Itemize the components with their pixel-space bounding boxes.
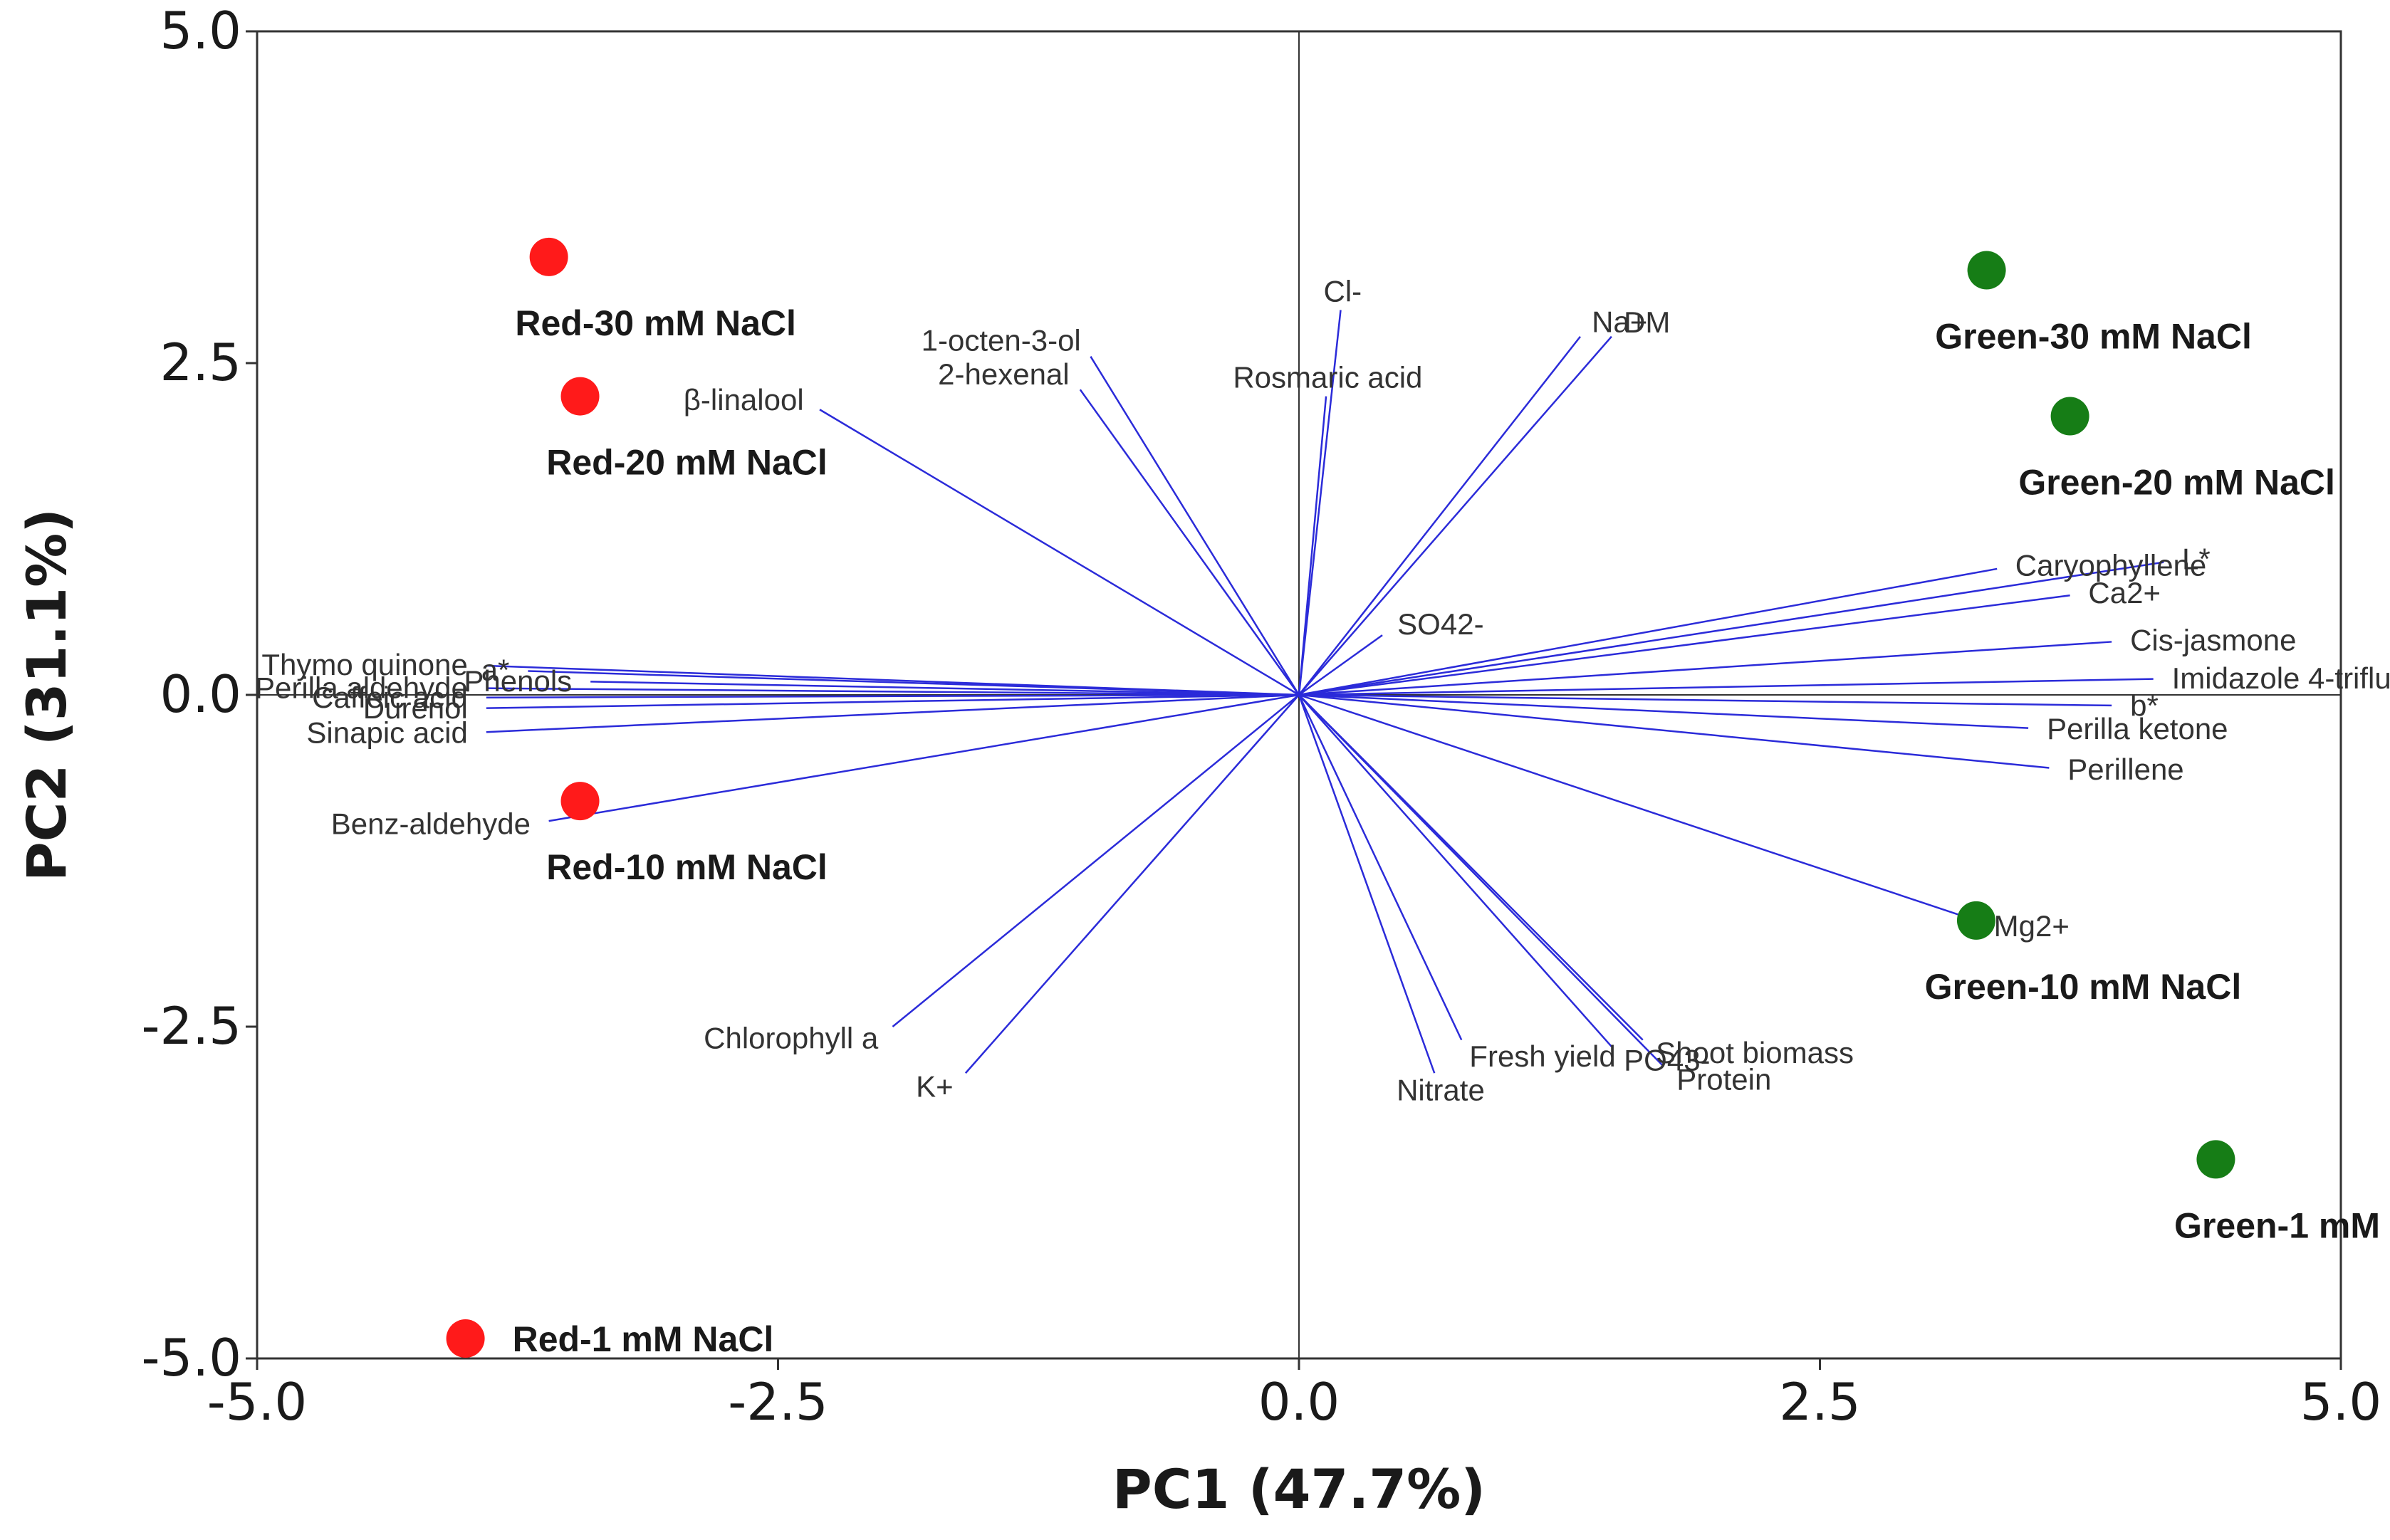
loading-vector xyxy=(1298,567,1998,696)
loading-vector xyxy=(1298,634,1383,696)
sample-point xyxy=(560,782,600,821)
loading-label: Nitrate xyxy=(1397,1074,1485,1107)
loading-label: Imidazole 4-trifluoroacetyl xyxy=(2172,661,2390,695)
loading-vector xyxy=(1298,694,1463,1041)
loading-vector xyxy=(1298,335,1612,696)
loading-vector xyxy=(1298,396,1327,696)
loading-vector xyxy=(1298,693,2112,707)
loading-vector xyxy=(590,681,1300,696)
loading-vector xyxy=(486,693,1300,709)
sample-label: Red-30 mM NaCl xyxy=(515,303,796,343)
loading-label: a* xyxy=(481,654,510,687)
x-tick-label: 5.0 xyxy=(2300,1372,2382,1432)
y-axis-title: PC2 (31.1%) xyxy=(15,508,78,881)
loading-label: Caffeic acid xyxy=(312,681,468,714)
loading-vector xyxy=(1298,561,2164,696)
loading-vector xyxy=(1298,694,1644,1041)
loading-label: Cis-jasmone xyxy=(2130,624,2296,657)
y-tick-label: 0.0 xyxy=(160,664,241,724)
sample-point xyxy=(446,1319,485,1358)
loading-label: 1-octen-3-ol xyxy=(922,324,1081,357)
x-tick-label: 2.5 xyxy=(1779,1372,1861,1432)
sample-label: Red-10 mM NaCl xyxy=(546,847,828,887)
loading-label: PO43- xyxy=(1624,1043,1710,1077)
loading-vector xyxy=(1298,641,2112,696)
loading-label: Fresh yield xyxy=(1469,1039,1615,1073)
sample-label: Red-20 mM NaCl xyxy=(546,443,828,483)
loading-vector xyxy=(1090,356,1300,696)
loading-label: Ca2+ xyxy=(2088,576,2161,609)
sample-point xyxy=(2050,397,2089,436)
loading-vector xyxy=(1298,694,1612,1047)
loading-label: Protein xyxy=(1676,1062,1771,1096)
loading-vector xyxy=(1298,310,1342,696)
loading-vector xyxy=(486,693,1300,733)
loading-vector xyxy=(1298,335,1581,696)
sample-label: Green-10 mM NaCl xyxy=(1925,967,2242,1007)
x-tick-label: -5.0 xyxy=(207,1372,307,1432)
sample-label: Green-30 mM NaCl xyxy=(1935,317,2252,357)
loading-vector xyxy=(1298,694,1436,1074)
y-tick-label: 5.0 xyxy=(160,1,241,61)
loading-label: Caryophyllene xyxy=(2015,548,2207,582)
sample-point xyxy=(1967,251,2006,290)
sample-labels: Red-30 mM NaCl Red-20 mM NaCl Red-10 mM Na… xyxy=(513,303,2390,1359)
loading-vector xyxy=(964,694,1300,1074)
loading-vector xyxy=(1298,693,1977,922)
loading-vector xyxy=(1298,693,2050,769)
loading-label: 2-hexenal xyxy=(938,357,1069,391)
loading-label: DM xyxy=(1624,305,1670,339)
loading-label: L* xyxy=(2182,543,2211,576)
loading-vector xyxy=(892,694,1300,1027)
loading-label: Sinapic acid xyxy=(306,716,467,749)
sample-label: Green-20 mM NaCl xyxy=(2018,463,2335,503)
loading-label: Thymo quinone xyxy=(261,648,468,681)
loading-vectors xyxy=(486,310,2164,1074)
y-tick-label: -5.0 xyxy=(142,1328,241,1388)
sample-points xyxy=(446,237,2235,1358)
loading-label: Mg2+ xyxy=(1994,909,2070,943)
loading-label: Phenols xyxy=(464,664,572,698)
loading-label: Perilla aldehyde xyxy=(255,671,468,704)
loading-label: Shoot biomass xyxy=(1656,1036,1854,1069)
loading-vector xyxy=(486,687,1300,696)
x-tick-label: -2.5 xyxy=(728,1372,828,1432)
loading-vector xyxy=(1079,389,1300,696)
loading-label: Perillene xyxy=(2067,753,2183,786)
loading-labels: Cl- Rosmaric acid Na+DM 1-octen-3-ol2-hexen… xyxy=(255,275,2390,1107)
loading-label: Perilla ketone xyxy=(2047,712,2228,745)
loading-vector xyxy=(819,409,1300,696)
loading-label: Chlorophyll a xyxy=(704,1021,879,1054)
loading-label: SO42- xyxy=(1397,607,1483,641)
loading-label: Rosmaric acid xyxy=(1233,361,1422,394)
loading-label: β-linalool xyxy=(684,383,804,417)
loading-label: K+ xyxy=(916,1070,954,1104)
loading-label: Durenol xyxy=(363,691,468,725)
loading-label: Benz-aldehyde xyxy=(331,807,531,840)
sample-label: Green-1 mM NaCl xyxy=(2174,1205,2390,1245)
x-tick-label: 0.0 xyxy=(1258,1372,1340,1432)
sample-label: Red-1 mM NaCl xyxy=(513,1319,774,1359)
loading-vector xyxy=(486,693,1300,698)
loading-label: Cl- xyxy=(1323,275,1362,308)
sample-point xyxy=(560,377,600,416)
y-tick-label: 2.5 xyxy=(160,332,241,392)
x-axis-title: PC1 (47.7%) xyxy=(1112,1457,1486,1521)
loading-vector xyxy=(528,670,1300,696)
loading-vector xyxy=(1298,594,2070,696)
sample-point xyxy=(2196,1140,2235,1179)
sample-point xyxy=(1956,901,1995,940)
y-tick-label: -2.5 xyxy=(142,996,241,1056)
loading-vector xyxy=(1298,693,2029,729)
axes-layer: -5.0 -2.5 0.0 2.5 5.0 -5.0 -2.5 0.0 2.5 5.0 xyxy=(142,1,2382,1432)
loading-label: b* xyxy=(2130,688,2159,722)
loading-vector xyxy=(548,693,1300,822)
sample-point xyxy=(529,237,568,276)
loading-vector xyxy=(1298,678,2154,696)
loading-label: Na+ xyxy=(1592,305,1647,338)
